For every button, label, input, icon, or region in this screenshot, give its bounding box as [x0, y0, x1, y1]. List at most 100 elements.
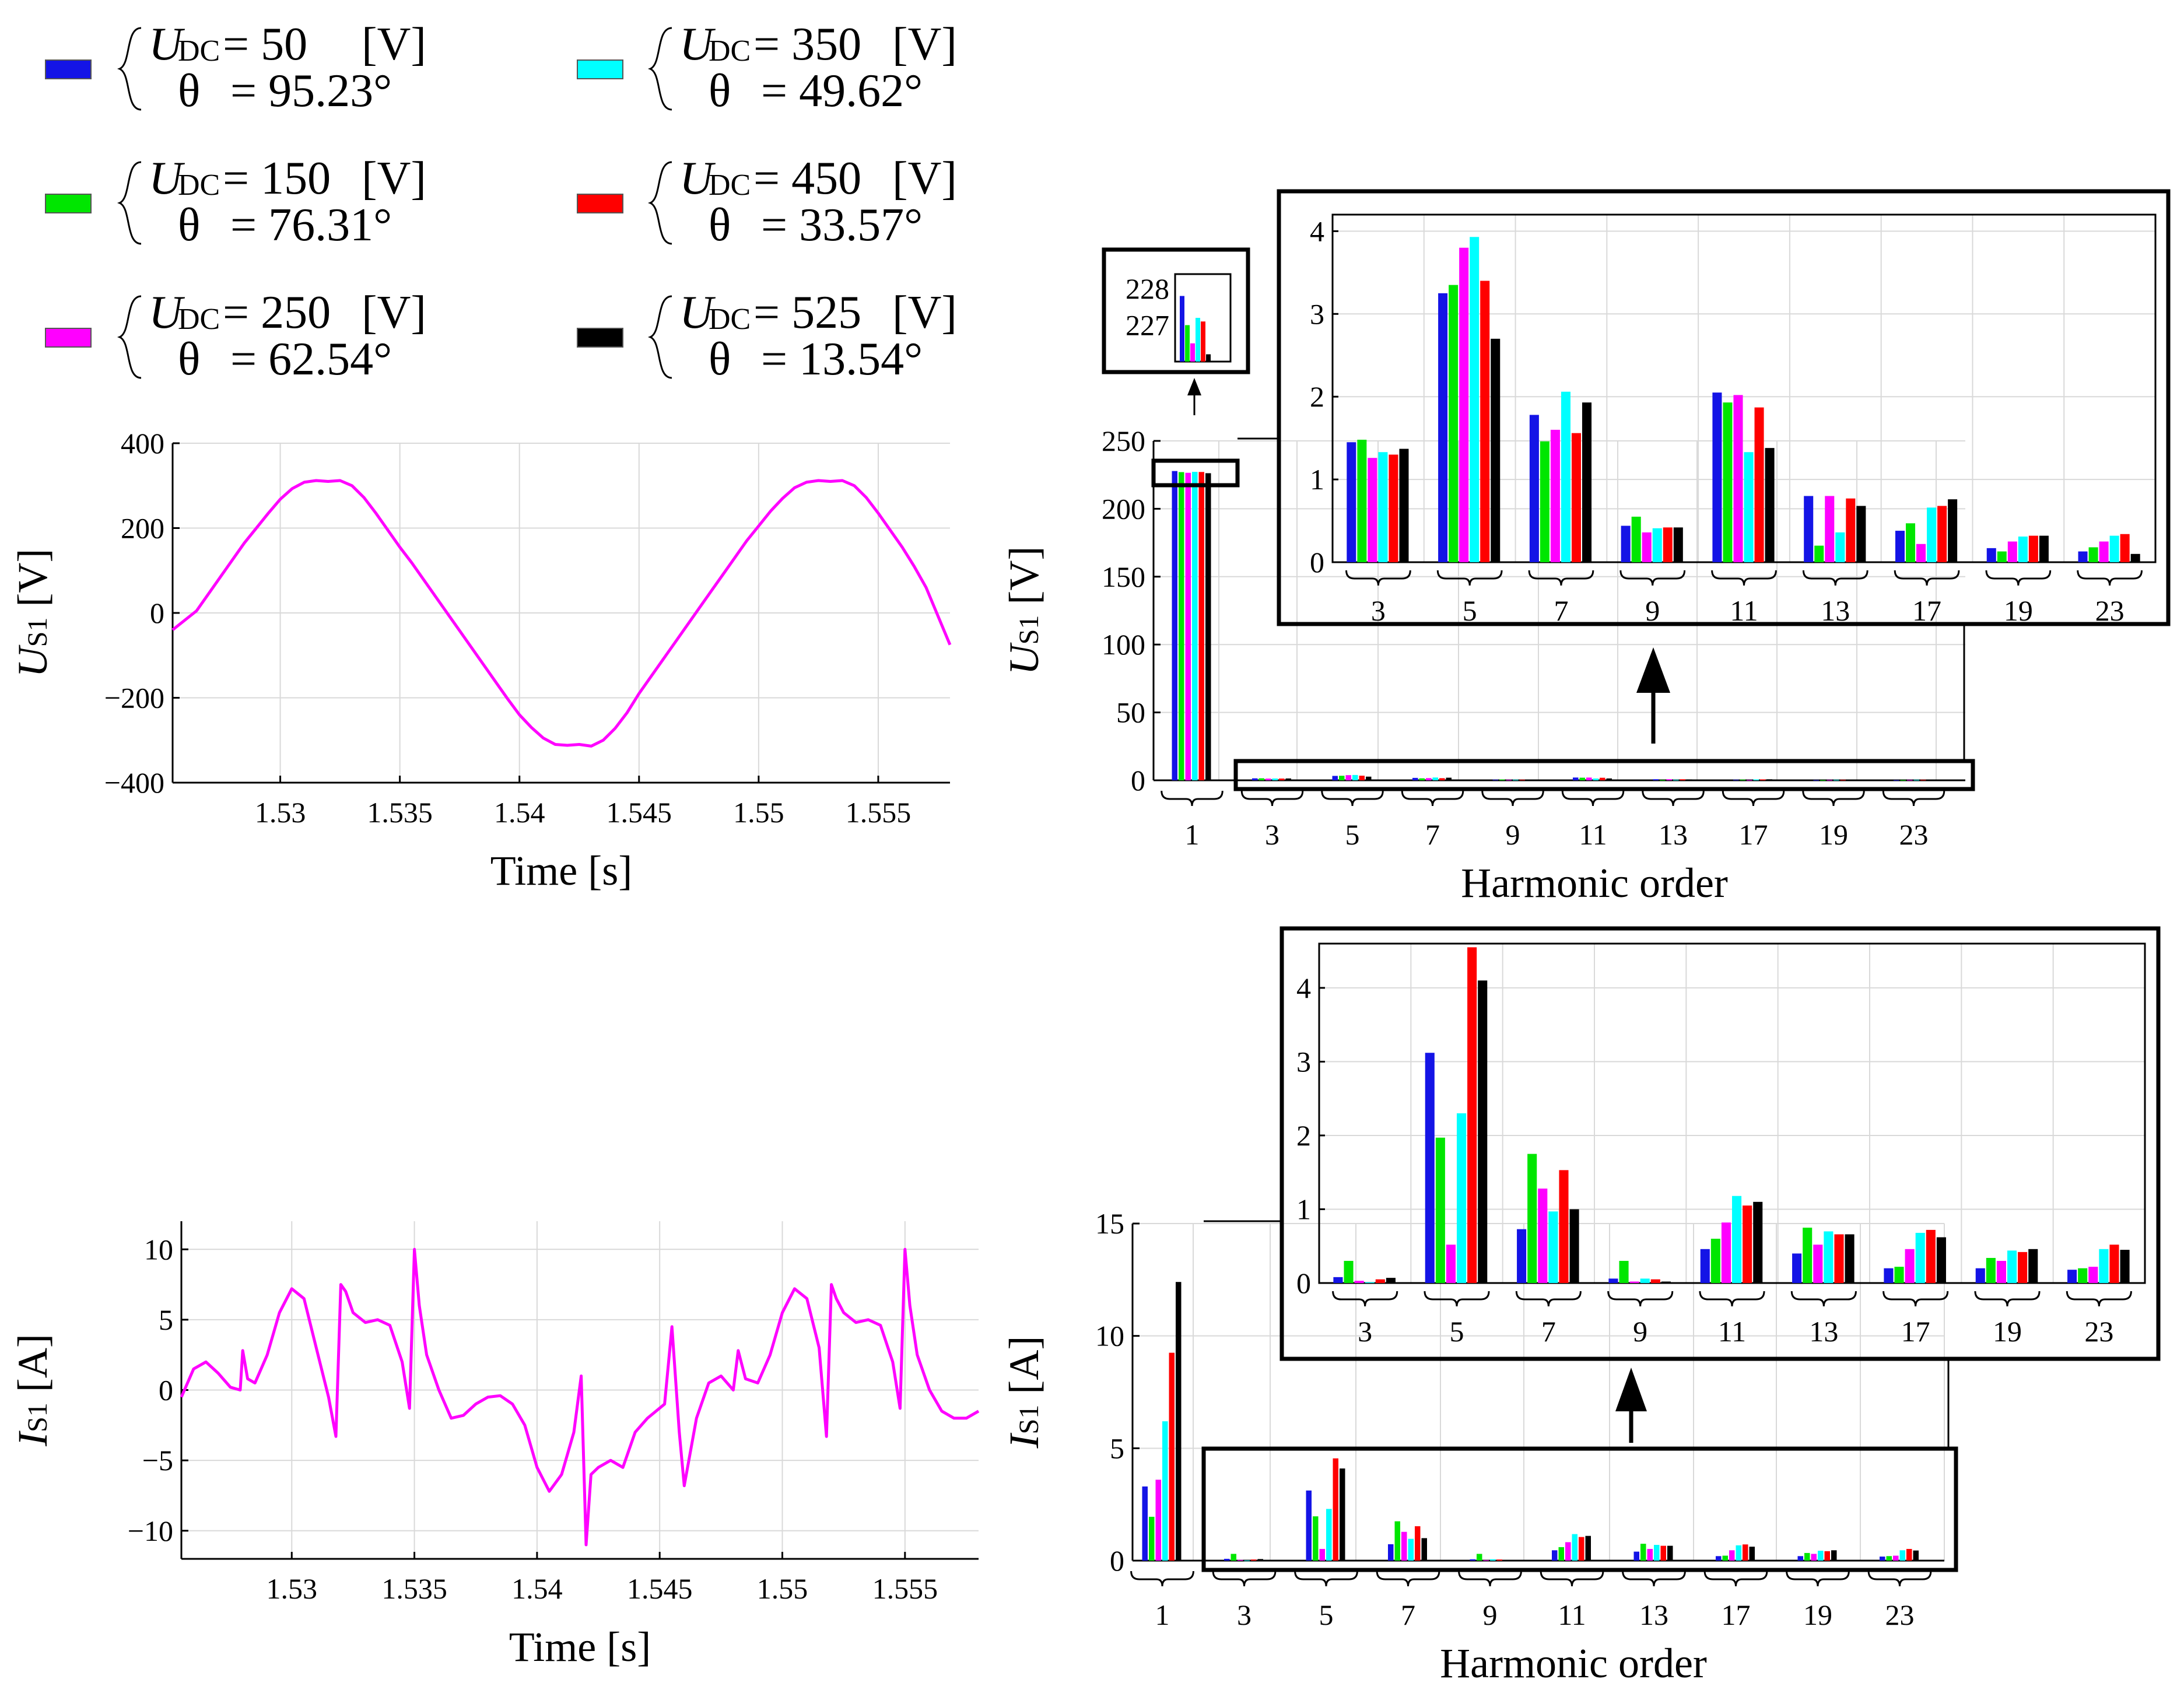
inset-bar — [1640, 1278, 1650, 1283]
bar — [1162, 1421, 1168, 1561]
bar — [1155, 1480, 1161, 1561]
inset-bar — [2088, 1267, 2098, 1283]
bar — [1687, 779, 1692, 780]
bar — [1586, 777, 1592, 780]
legend-udc-var: U — [679, 19, 716, 70]
inset-bar — [1378, 452, 1388, 562]
inset-bar — [2130, 553, 2140, 562]
bar — [1600, 777, 1605, 780]
inset-bar — [1357, 439, 1367, 562]
bar — [1813, 780, 1819, 781]
inset-bar — [1446, 1245, 1456, 1283]
legend-brace — [117, 27, 142, 111]
bar — [1913, 1550, 1919, 1561]
bar — [1258, 778, 1264, 780]
bar — [1332, 776, 1338, 780]
bar — [1585, 1536, 1591, 1561]
inset-bar — [1710, 1239, 1720, 1283]
inset-bar — [1389, 454, 1398, 562]
category-brace — [1345, 570, 1411, 586]
inset-bar — [1824, 1231, 1834, 1283]
bar — [1172, 471, 1177, 780]
inset-bar — [1185, 325, 1190, 362]
us1-time-plot: 1.53 1.535 1.54 1.545 1.55 1.555 −400 −200 0 200 4… — [9, 427, 952, 894]
x-tick-label: 1.55 — [733, 796, 784, 829]
x-tick-label: 7 — [1401, 1599, 1415, 1631]
y-tick-label: 3 — [1296, 1045, 1311, 1078]
inset-bar — [1459, 247, 1469, 562]
inset-bar — [2067, 1270, 2077, 1283]
harmonic-highlight-box — [1233, 759, 1975, 791]
bar — [1345, 775, 1351, 780]
inset-bar — [1333, 1277, 1343, 1283]
inset-bar — [2120, 1250, 2130, 1283]
bar — [1366, 776, 1372, 780]
x-tick-label: 1.555 — [872, 1572, 938, 1605]
bar — [1490, 1559, 1496, 1561]
legend-udc-sub: DC — [178, 34, 220, 68]
legend-entry-udc-525: U DC = 525 [V] θ = 13.54° — [577, 287, 957, 385]
bar — [1426, 778, 1432, 780]
y-tick-label: 2 — [1296, 1119, 1311, 1152]
inset-bar — [1845, 1234, 1855, 1283]
legend-entry-udc-150: U DC = 150 [V] θ = 76.31° — [45, 153, 426, 251]
bar — [1894, 780, 1899, 781]
bar — [1496, 1559, 1502, 1561]
inset-bar — [1491, 338, 1501, 562]
category-brace — [1481, 790, 1544, 807]
bar — [1439, 778, 1445, 780]
bar — [1408, 1538, 1414, 1561]
bar — [1666, 779, 1672, 780]
bar — [1340, 1468, 1345, 1561]
category-brace — [1294, 1571, 1358, 1587]
inset-bar — [1765, 448, 1775, 562]
x-tick-label: 5 — [1345, 818, 1360, 851]
inset-bar — [1835, 532, 1845, 562]
bar — [1654, 1545, 1660, 1561]
category-brace — [1882, 790, 1945, 807]
x-tick-label: 13 — [1639, 1599, 1668, 1631]
inset-bar — [1449, 285, 1459, 562]
legend-udc-var: U — [679, 153, 716, 204]
inset-bar — [2099, 1249, 2109, 1283]
x-tick-label: 1 — [1185, 818, 1200, 851]
inset-bar — [1975, 1268, 1985, 1283]
inset-bar — [2078, 551, 2088, 562]
inset-bar — [1631, 516, 1641, 562]
x-tick-label: 9 — [1645, 594, 1660, 627]
inset-bar — [1386, 1278, 1396, 1283]
category-brace — [1515, 1291, 1582, 1307]
y-tick-label: 5 — [1110, 1432, 1124, 1464]
inset-bar — [2109, 1245, 2119, 1283]
inset-bar — [1517, 1229, 1527, 1283]
legend-udc-unit: [V] — [892, 19, 957, 70]
inset-bar — [1540, 441, 1550, 562]
x-tick-label: 1.53 — [267, 1572, 318, 1605]
bar — [1766, 779, 1772, 780]
legend-udc-sub: DC — [178, 169, 220, 202]
bar — [1224, 1558, 1230, 1561]
inset-bar — [1792, 1253, 1802, 1283]
category-brace — [1130, 1571, 1194, 1587]
legend-swatch — [577, 328, 623, 348]
x-tick-label: 7 — [1541, 1315, 1556, 1348]
inset-bar — [1527, 1154, 1537, 1283]
y-tick-label: 400 — [121, 427, 164, 460]
category-brace — [1332, 1291, 1398, 1307]
y-tick-label: 5 — [159, 1303, 173, 1336]
bar — [1647, 1548, 1653, 1561]
inset-bar — [1721, 1222, 1731, 1283]
inset-bar — [1753, 1201, 1763, 1283]
bar — [1394, 1521, 1400, 1561]
bar — [1185, 472, 1191, 780]
inset-bar — [2007, 1250, 2017, 1283]
category-brace — [1561, 790, 1625, 807]
legend-theta-value: = 33.57° — [761, 199, 923, 251]
bar — [1326, 1509, 1332, 1561]
bar — [1412, 777, 1418, 780]
y-tick-label: 0 — [150, 597, 164, 629]
x-axis-label: Harmonic order — [1440, 1640, 1707, 1687]
inset-bar — [1986, 548, 1996, 562]
bar — [1306, 1490, 1312, 1561]
inset-bar — [1743, 1205, 1752, 1283]
